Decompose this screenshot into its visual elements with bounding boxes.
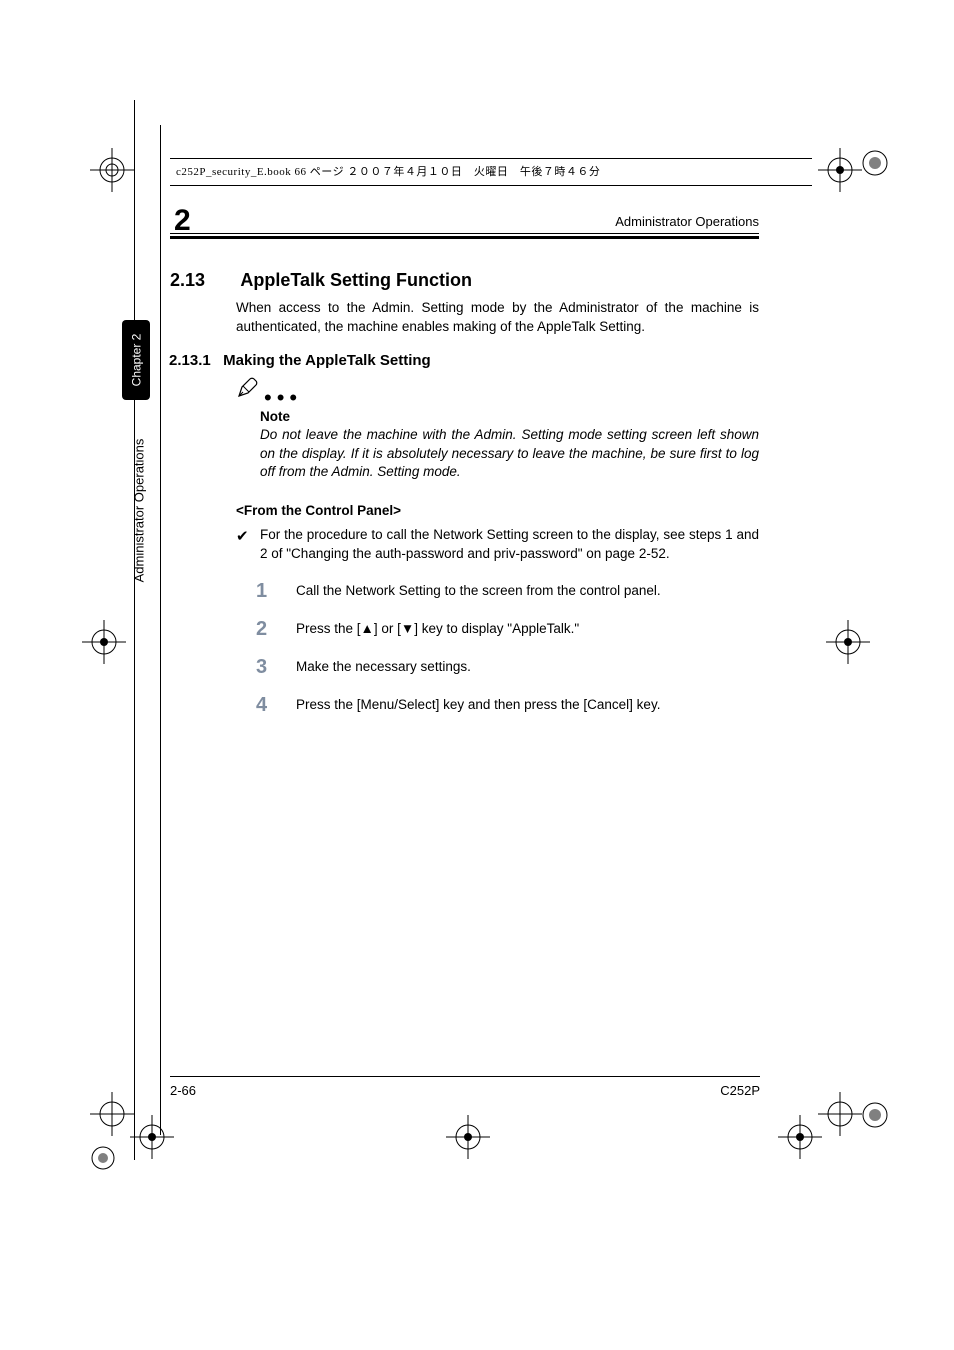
step-item: 2 Press the [▲] or [▼] key to display "A… xyxy=(236,616,759,654)
step-text: Press the [Menu/Select] key and then pre… xyxy=(296,697,660,712)
step-number: 4 xyxy=(256,691,267,719)
step-item: 4 Press the [Menu/Select] key and then p… xyxy=(236,692,759,730)
subsection-heading: 2.13.1 Making the AppleTalk Setting xyxy=(169,352,759,369)
pencil-icon xyxy=(236,376,260,407)
registration-mark-icon xyxy=(446,1115,490,1159)
running-header-title: Administrator Operations xyxy=(615,214,759,229)
step-number: 2 xyxy=(256,615,267,643)
registration-mark-icon xyxy=(90,148,134,192)
running-header: 2 Administrator Operations xyxy=(139,210,759,246)
step-number: 3 xyxy=(256,653,267,681)
registration-mark-icon xyxy=(90,1092,134,1136)
page-footer: 2-66 C252P xyxy=(170,1076,760,1098)
registration-mark-icon xyxy=(130,1115,174,1159)
step-text: Call the Network Setting to the screen f… xyxy=(296,583,661,598)
checkmark-icon: ✔ xyxy=(236,527,249,548)
page: c252P_security_E.book 66 ページ ２００７年４月１０日 … xyxy=(0,0,954,1350)
rule xyxy=(170,236,759,239)
meta-text: c252P_security_E.book 66 ページ ２００７年４月１０日 … xyxy=(176,166,600,178)
note-icon-row: ••• xyxy=(236,379,759,407)
registration-mark-icon xyxy=(82,620,126,664)
prerequisite-text: For the procedure to call the Network Se… xyxy=(260,527,759,561)
section-heading: 2.13 AppleTalk Setting Function xyxy=(170,270,759,291)
step-item: 3 Make the necessary settings. xyxy=(236,654,759,692)
content-area: 2 Administrator Operations 2.13 AppleTal… xyxy=(139,210,759,730)
registration-mark-icon xyxy=(818,148,862,192)
registration-mark-icon xyxy=(778,1115,822,1159)
section-intro: When access to the Admin. Setting mode b… xyxy=(236,299,759,336)
subsection-title: Making the AppleTalk Setting xyxy=(223,352,431,369)
crop-rule xyxy=(134,100,135,1160)
note-block: ••• Note Do not leave the machine with t… xyxy=(236,379,759,481)
footer-model: C252P xyxy=(720,1083,760,1098)
meta-strip: c252P_security_E.book 66 ページ ２００７年４月１０日 … xyxy=(170,158,812,186)
subsection-number: 2.13.1 xyxy=(169,352,219,369)
step-text: Make the necessary settings. xyxy=(296,659,471,674)
footer-page-number: 2-66 xyxy=(170,1083,196,1098)
registration-dot-icon xyxy=(860,148,890,178)
registration-dot-icon xyxy=(860,1100,890,1130)
step-number: 1 xyxy=(256,577,267,605)
step-list: 1 Call the Network Setting to the screen… xyxy=(236,578,759,730)
section-title: AppleTalk Setting Function xyxy=(240,270,472,290)
registration-mark-icon xyxy=(818,1092,862,1136)
note-dots-icon: ••• xyxy=(264,391,302,407)
rule xyxy=(170,233,759,234)
step-text: Press the [▲] or [▼] key to display "App… xyxy=(296,621,579,636)
note-body: Do not leave the machine with the Admin.… xyxy=(260,426,759,481)
panel-subheading: <From the Control Panel> xyxy=(236,503,759,518)
registration-dot-icon xyxy=(90,1145,116,1171)
step-item: 1 Call the Network Setting to the screen… xyxy=(236,578,759,616)
section-number: 2.13 xyxy=(170,270,236,291)
note-label: Note xyxy=(260,409,759,424)
registration-mark-icon xyxy=(826,620,870,664)
prerequisite-item: ✔ For the procedure to call the Network … xyxy=(236,526,759,563)
